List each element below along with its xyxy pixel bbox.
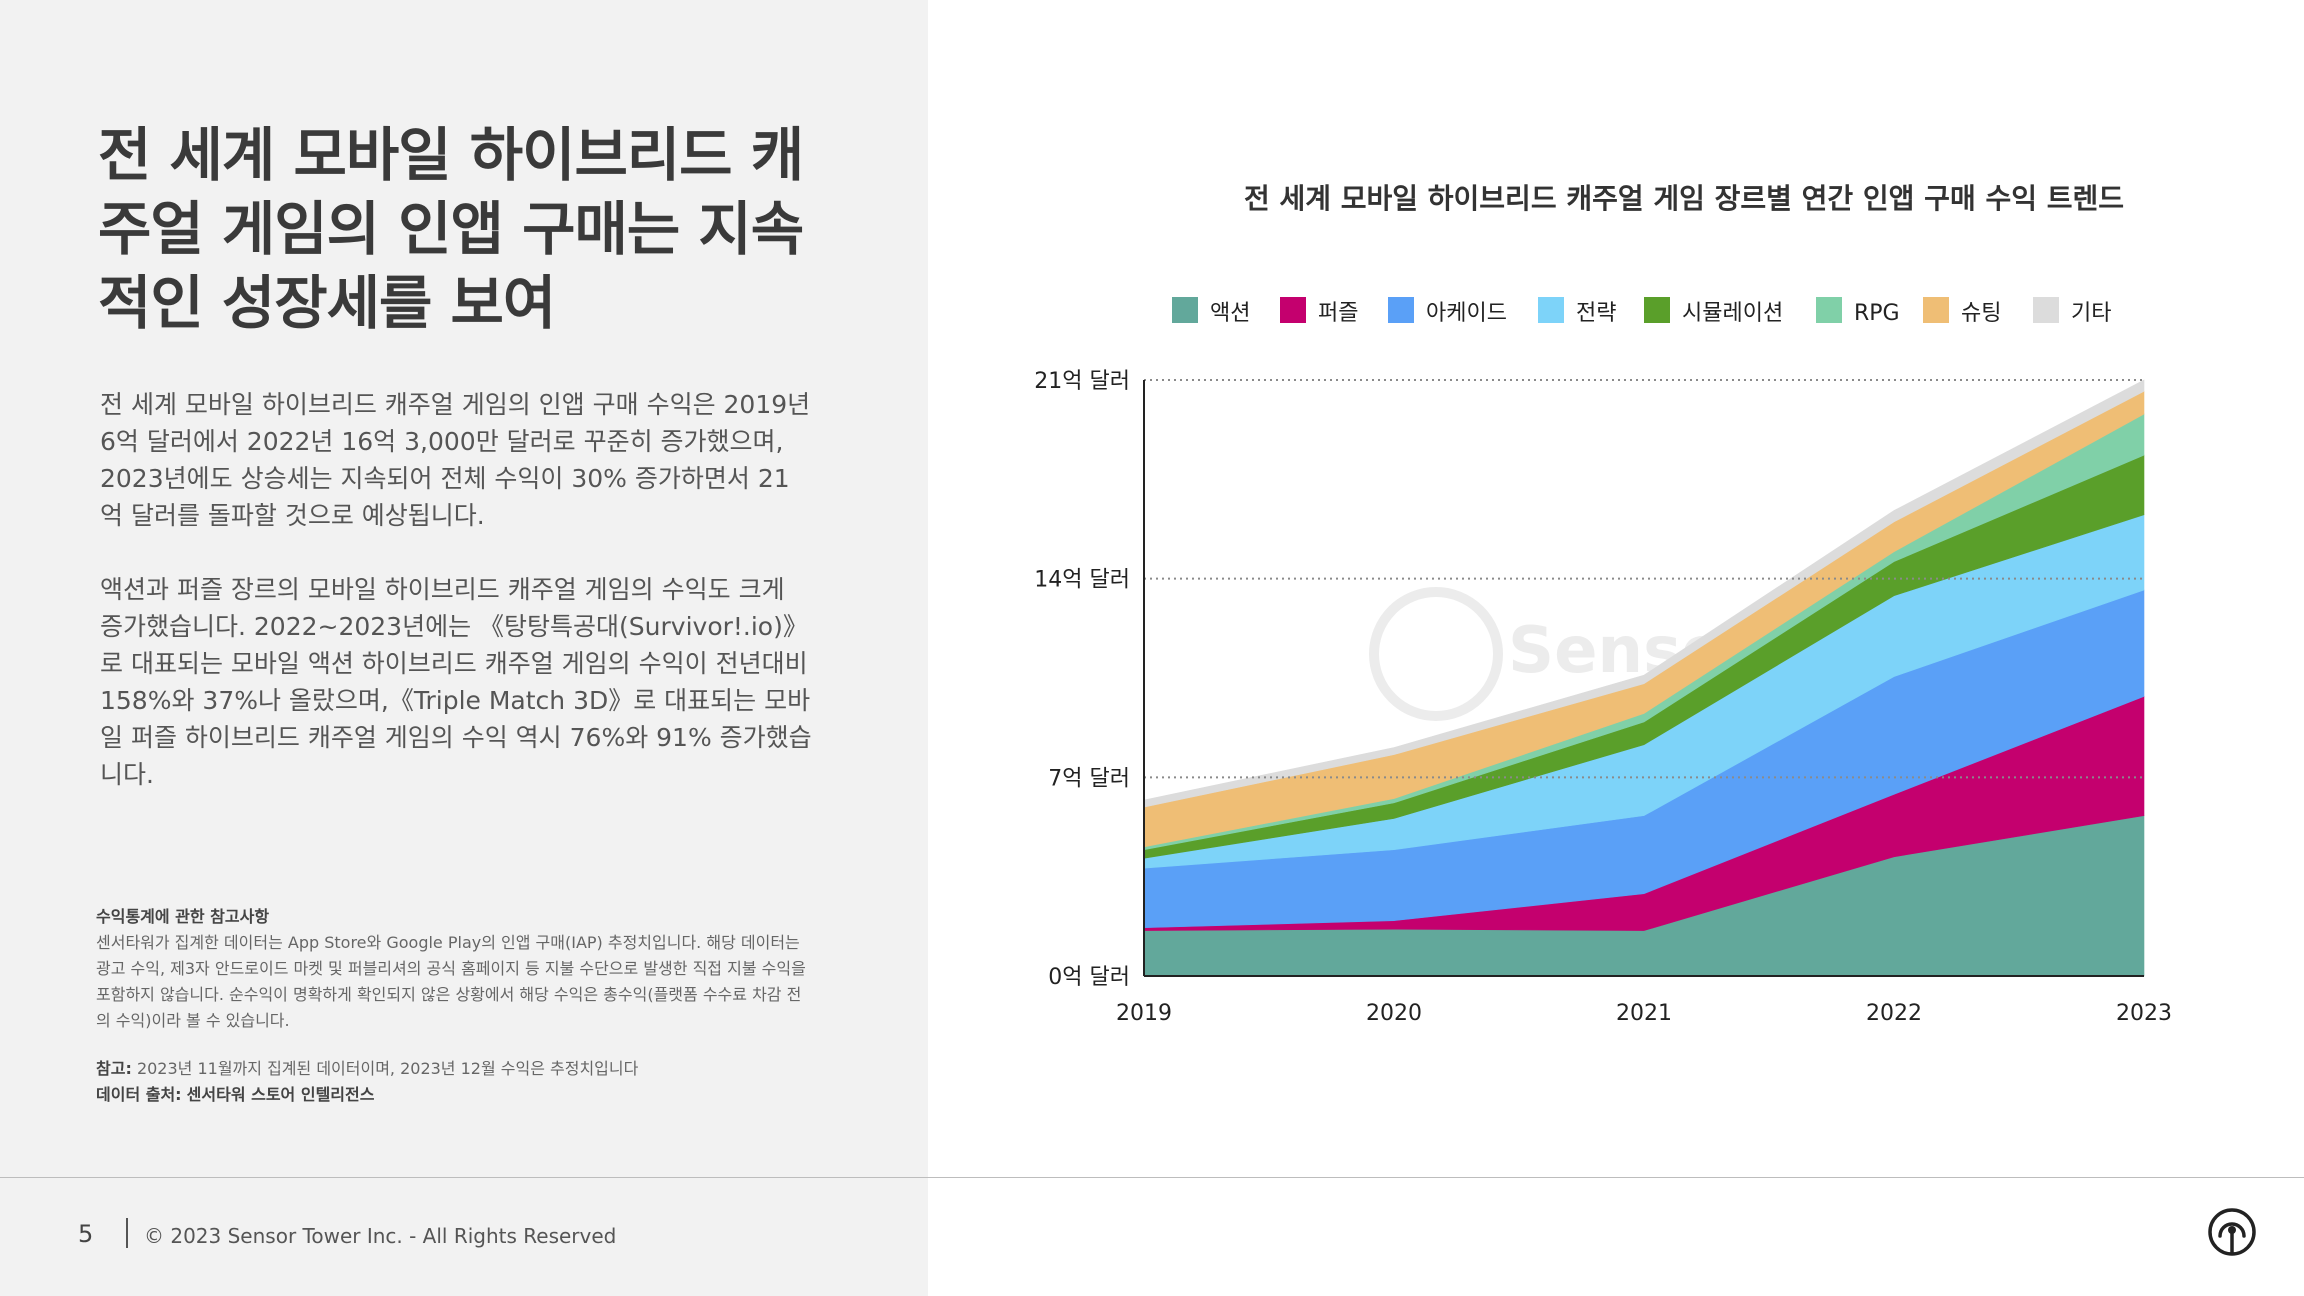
notes-section: 수익통계에 관한 참고사항 센서타워가 집계한 데이터는 App Store와 …	[96, 904, 816, 1108]
notes-body: 센서타워가 집계한 데이터는 App Store와 Google Play의 인…	[96, 933, 806, 1030]
y-tick-label: 7억 달러	[1048, 766, 1130, 791]
sensor-tower-logo-icon	[2208, 1208, 2256, 1256]
legend-swatch	[1538, 297, 1564, 323]
notes-source-label: 데이터 출처:	[96, 1085, 182, 1104]
notes-source-text: 센서타워 스토어 인텔리전스	[186, 1085, 375, 1104]
legend-swatch	[1923, 297, 1949, 323]
legend-item-액션: 액션	[1172, 297, 1250, 326]
legend-label: 슈팅	[1961, 301, 2001, 326]
notes-title: 수익통계에 관한 참고사항	[96, 907, 270, 926]
watermark-logo-icon	[1369, 587, 1503, 721]
legend-item-아케이드: 아케이드	[1388, 297, 1507, 326]
legend-item-기타: 기타	[2033, 297, 2111, 326]
y-tick-label: 21억 달러	[1034, 369, 1130, 394]
legend-label: 액션	[1210, 301, 1250, 326]
footer-divider	[0, 1177, 2304, 1178]
legend-swatch	[1388, 297, 1414, 323]
footer-copyright: © 2023 Sensor Tower Inc. - All Rights Re…	[144, 1224, 617, 1248]
legend-item-시뮬레이션: 시뮬레이션	[1644, 297, 1783, 326]
y-tick-label: 0억 달러	[1048, 965, 1130, 990]
legend-item-전략: 전략	[1538, 297, 1616, 326]
legend-label: RPG	[1854, 301, 1900, 326]
chart-legend: 액션 퍼즐 아케이드 전략 시뮬레이션 RPG 슈팅 기타	[1172, 297, 2111, 326]
legend-item-RPG: RPG	[1816, 297, 1900, 326]
x-tick-label: 2022	[1866, 1001, 1922, 1026]
notes-reference-label: 참고:	[96, 1059, 132, 1078]
legend-swatch	[1172, 297, 1198, 323]
left-panel: 전 세계 모바일 하이브리드 캐주얼 게임의 인앱 구매는 지속적인 성장세를 …	[0, 0, 928, 1296]
legend-swatch	[1280, 297, 1306, 323]
notes-reference: 참고: 2023년 11월까지 집계된 데이터이며, 2023년 12월 수익은…	[96, 1056, 816, 1082]
x-tick-label: 2021	[1616, 1001, 1672, 1026]
legend-swatch	[2033, 297, 2059, 323]
body-paragraph-1: 전 세계 모바일 하이브리드 캐주얼 게임의 인앱 구매 수익은 2019년 6…	[100, 390, 811, 530]
y-tick-label: 14억 달러	[1034, 568, 1130, 593]
chart-areas	[1143, 379, 2145, 977]
x-tick-label: 2023	[2116, 1001, 2172, 1026]
page-headline: 전 세계 모바일 하이브리드 캐주얼 게임의 인앱 구매는 지속적인 성장세를 …	[98, 121, 804, 337]
legend-swatch	[1644, 297, 1670, 323]
legend-label: 시뮬레이션	[1682, 301, 1783, 326]
legend-item-슈팅: 슈팅	[1923, 297, 2001, 326]
legend-label: 기타	[2071, 301, 2111, 326]
legend-label: 퍼즐	[1318, 301, 1358, 326]
x-tick-label: 2020	[1366, 1001, 1422, 1026]
legend-swatch	[1816, 297, 1842, 323]
body-paragraph-2: 액션과 퍼즐 장르의 모바일 하이브리드 캐주얼 게임의 수익도 크게 증가했습…	[100, 575, 812, 789]
footer-separator	[126, 1218, 128, 1248]
notes-source: 데이터 출처: 센서타워 스토어 인텔리전스	[96, 1082, 816, 1108]
legend-label: 전략	[1576, 301, 1616, 326]
x-tick-label: 2019	[1116, 1001, 1172, 1026]
chart-gridlines	[1144, 379, 2144, 779]
page-number: 5	[78, 1220, 94, 1248]
legend-item-퍼즐: 퍼즐	[1280, 297, 1358, 326]
notes-reference-text: 2023년 11월까지 집계된 데이터이며, 2023년 12월 수익은 추정치…	[136, 1059, 639, 1078]
chart-title: 전 세계 모바일 하이브리드 캐주얼 게임 장르별 연간 인앱 구매 수익 트렌…	[1244, 182, 2124, 215]
area-기타	[1143, 379, 2145, 808]
legend-label: 아케이드	[1426, 301, 1507, 326]
chart-axes: 0억 달러 7억 달러 14억 달러 21억 달러 2019 2020 2021 2022 20…	[1034, 369, 2172, 1026]
